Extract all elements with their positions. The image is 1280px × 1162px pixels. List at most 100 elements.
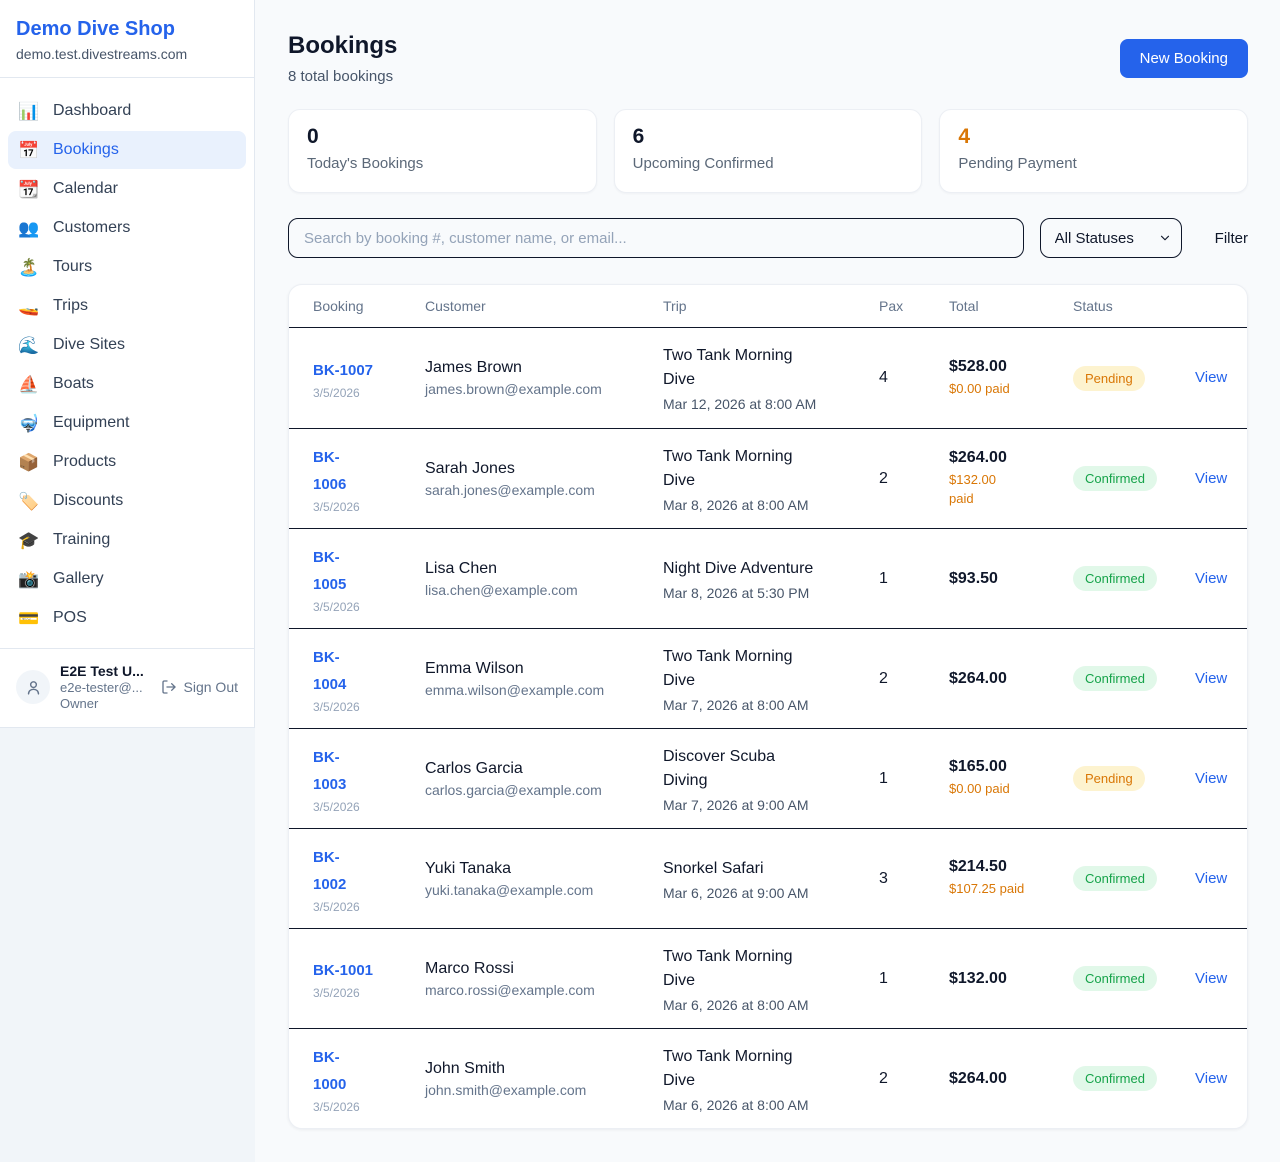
user-meta: E2E Test U... e2e-tester@... Owner (60, 663, 151, 711)
total-cell: $165.00 $0.00 paid (949, 758, 1073, 799)
customer-cell: Yuki Tanaka yuki.tanaka@example.com (425, 860, 663, 898)
status-cell: Confirmed (1073, 666, 1195, 691)
customer-name: Carlos Garcia (425, 759, 523, 777)
total-amount: $214.50 (949, 858, 1007, 876)
booking-cell: BK- 1000 3/5/2026 (313, 1044, 425, 1114)
trip-cell: Two Tank Morning Dive Mar 6, 2026 at 8:0… (663, 1045, 879, 1113)
sidebar-item-discounts[interactable]: 🏷️ Discounts (8, 482, 246, 520)
trip-time: Mar 8, 2026 at 5:30 PM (663, 584, 810, 601)
view-link[interactable]: View (1195, 369, 1228, 386)
pax-cell: 3 (879, 869, 888, 887)
table-row: BK- 1004 3/5/2026 Emma Wilson emma.wilso… (289, 628, 1247, 728)
booking-link[interactable]: BK-1007 (313, 361, 374, 379)
sidebar-item-equipment[interactable]: 🤿 Equipment (8, 404, 246, 442)
customer-name: James Brown (425, 359, 522, 376)
trip-cell: Two Tank Morning Dive Mar 6, 2026 at 8:0… (663, 945, 879, 1013)
booking-link[interactable]: BK- 1004 (313, 648, 347, 693)
user-section: E2E Test U... e2e-tester@... Owner Sign … (0, 649, 254, 727)
customer-name: Lisa Chen (425, 559, 498, 577)
sidebar-item-boats[interactable]: ⛵ Boats (8, 365, 246, 403)
trip-name: Night Dive Adventure (663, 559, 814, 577)
booking-link[interactable]: BK- 1006 (313, 448, 347, 493)
customer-name: Marco Rossi (425, 959, 514, 977)
sidebar-item-pos[interactable]: 💳 POS (8, 599, 246, 637)
booking-link[interactable]: BK- 1003 (313, 748, 347, 793)
customer-cell: Sarah Jones sarah.jones@example.com (425, 460, 663, 498)
table-row: BK- 1000 3/5/2026 John Smith john.smith@… (289, 1028, 1247, 1128)
booking-link[interactable]: BK- 1005 (313, 548, 347, 593)
status-badge: Confirmed (1073, 1066, 1157, 1091)
status-badge: Confirmed (1073, 966, 1157, 991)
table-row: BK- 1002 3/5/2026 Yuki Tanaka yuki.tanak… (289, 828, 1247, 928)
trip-time: Mar 6, 2026 at 9:00 AM (663, 884, 809, 901)
sidebar-item-label: Training (53, 531, 111, 548)
sidebar-item-training[interactable]: 🎓 Training (8, 521, 246, 559)
sidebar-item-customers[interactable]: 👥 Customers (8, 209, 246, 247)
trip-time: Mar 8, 2026 at 8:00 AM (663, 496, 809, 513)
view-cell: View (1195, 870, 1247, 888)
status-cell: Pending (1073, 766, 1195, 791)
total-cell: $93.50 (949, 570, 1073, 588)
status-select[interactable]: All Statuses (1039, 218, 1182, 258)
sidebar-item-gallery[interactable]: 📸 Gallery (8, 560, 246, 598)
sidebar-item-bookings[interactable]: 📅 Bookings (8, 131, 246, 169)
trip-time: Mar 12, 2026 at 8:00 AM (663, 396, 817, 412)
customer-email: lisa.chen@example.com (425, 581, 578, 598)
view-link[interactable]: View (1195, 669, 1228, 687)
trip-time: Mar 7, 2026 at 9:00 AM (663, 796, 809, 813)
pax-cell: 1 (879, 569, 888, 587)
sidebar-item-trips[interactable]: 🚤 Trips (8, 287, 246, 325)
new-booking-button[interactable]: New Booking (1119, 39, 1248, 78)
sign-out-label: Sign Out (183, 679, 238, 695)
sidebar-nav: 📊 Dashboard 📅 Bookings 📆 Calendar 👥 Cust… (0, 78, 254, 648)
column-header: Pax (879, 298, 904, 314)
credit-card-icon: 💳 (18, 608, 40, 628)
sidebar-item-label: Dashboard (53, 102, 132, 119)
booking-link[interactable]: BK- 1000 (313, 1048, 347, 1093)
sidebar-item-label: Tours (53, 258, 93, 275)
booking-cell: BK- 1003 3/5/2026 (313, 744, 425, 814)
sidebar-item-tours[interactable]: 🏝️ Tours (8, 248, 246, 286)
customer-name: Emma Wilson (425, 659, 524, 677)
booking-cell: BK- 1005 3/5/2026 (313, 544, 425, 614)
sidebar-item-label: POS (53, 609, 87, 626)
customer-name: John Smith (425, 1059, 506, 1077)
booking-link[interactable]: BK- 1002 (313, 848, 347, 893)
sidebar-item-calendar[interactable]: 📆 Calendar (8, 170, 246, 208)
search-input[interactable] (288, 218, 1024, 258)
column-header: Status (1073, 298, 1113, 314)
booking-cell: BK- 1006 3/5/2026 (313, 444, 425, 514)
sidebar-item-label: Gallery (53, 570, 104, 587)
trip-cell: Two Tank Morning Dive Mar 7, 2026 at 8:0… (663, 645, 879, 713)
view-cell: View (1195, 1070, 1247, 1088)
sign-out-button[interactable]: Sign Out (161, 679, 240, 695)
booking-date: 3/5/2026 (313, 986, 360, 1000)
trip-name: Snorkel Safari (663, 859, 764, 877)
tear-off-calendar-icon: 📆 (18, 179, 40, 199)
customer-cell: Lisa Chen lisa.chen@example.com (425, 560, 663, 598)
view-link[interactable]: View (1195, 769, 1228, 787)
sidebar-item-products[interactable]: 📦 Products (8, 443, 246, 481)
total-amount: $528.00 (949, 357, 1007, 375)
stat-card: 0 Today's Bookings (288, 109, 597, 193)
view-link[interactable]: View (1195, 569, 1228, 587)
column-header: Total (949, 298, 979, 314)
total-amount: $132.00 (949, 969, 1007, 987)
view-link[interactable]: View (1195, 469, 1228, 487)
page-subtitle: 8 total bookings (288, 68, 394, 85)
user-name: E2E Test U... (60, 663, 144, 679)
filter-button[interactable]: Filter (1214, 229, 1248, 247)
paid-amount: $0.00 paid (949, 380, 1010, 396)
sidebar: Demo Dive Shop demo.test.divestreams.com… (0, 0, 255, 728)
sidebar-item-dashboard[interactable]: 📊 Dashboard (8, 92, 246, 130)
sidebar-item-dive-sites[interactable]: 🌊 Dive Sites (8, 326, 246, 364)
view-link[interactable]: View (1195, 969, 1228, 987)
customer-cell: James Brown james.brown@example.com (425, 359, 663, 397)
sailboat-icon: ⛵ (18, 374, 40, 394)
booking-cell: BK-1007 3/5/2026 (313, 357, 425, 400)
view-link[interactable]: View (1195, 869, 1228, 887)
booking-link[interactable]: BK-1001 (313, 962, 374, 979)
paid-amount: $107.25 paid (949, 881, 1025, 897)
customer-email: john.smith@example.com (425, 1081, 587, 1098)
view-link[interactable]: View (1195, 1069, 1228, 1087)
